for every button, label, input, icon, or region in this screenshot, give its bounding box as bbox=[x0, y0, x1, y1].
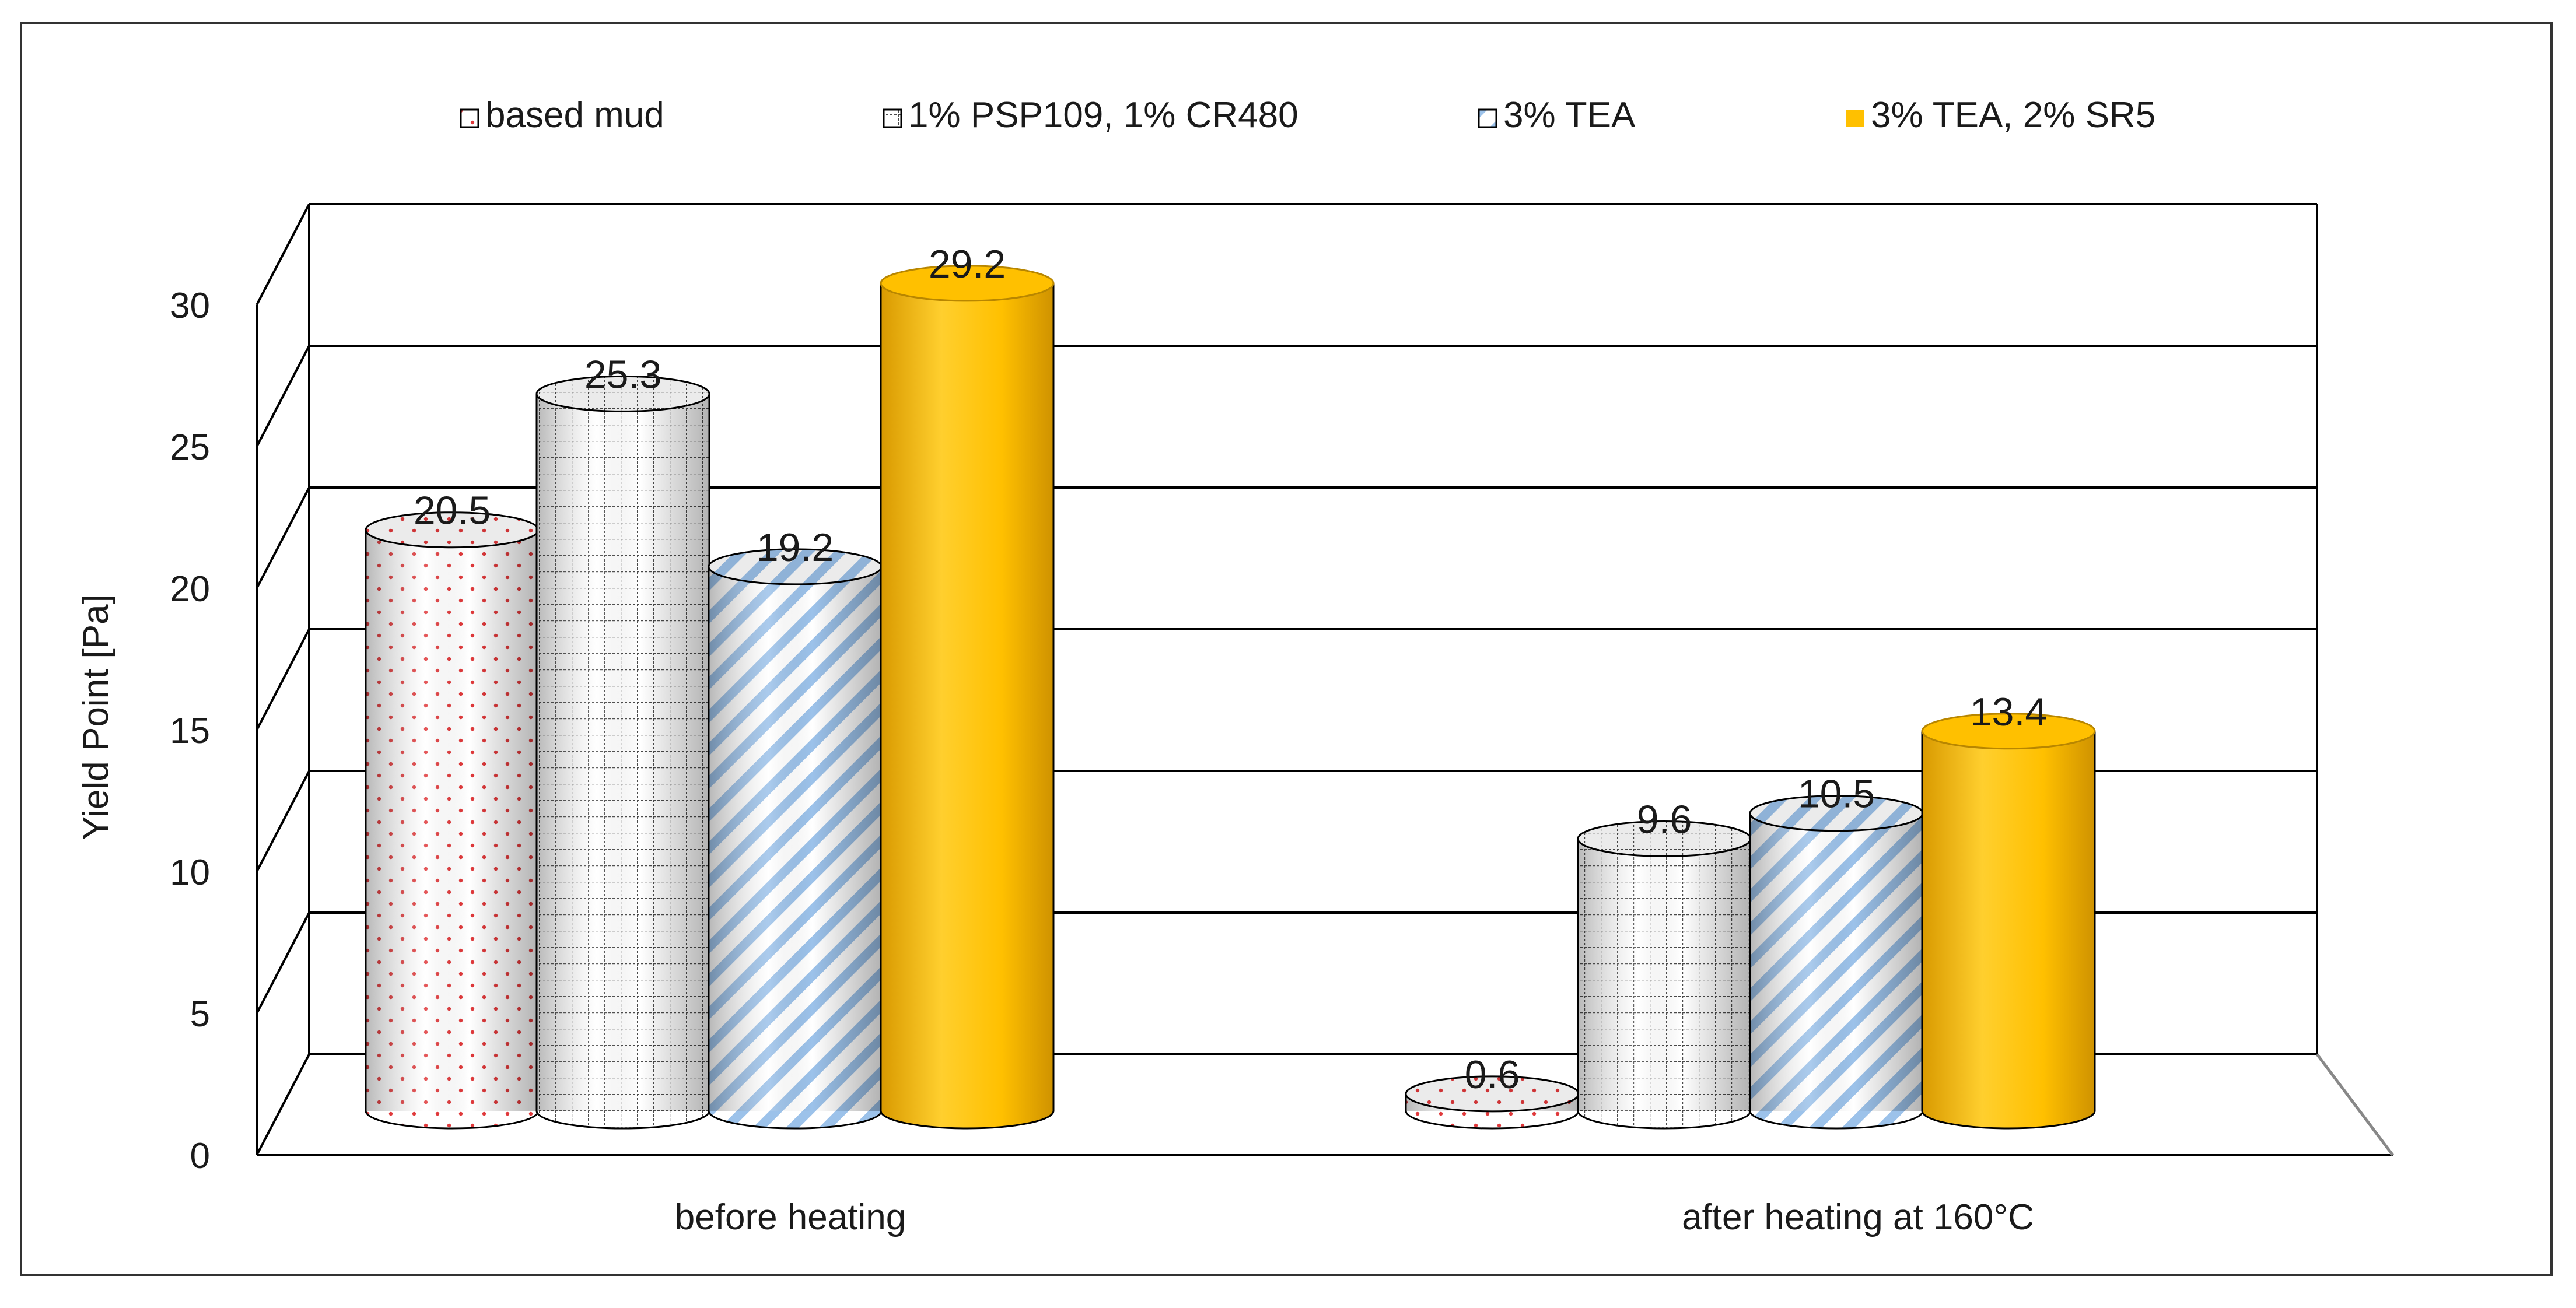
cylinder-shading bbox=[1578, 839, 1751, 1111]
legend: based mud 1% PSP109, 1% CR480 3% TEA 3% TEA… bbox=[460, 95, 2155, 135]
y-tick-label: 25 bbox=[170, 427, 210, 468]
legend-label: 3% TEA bbox=[1503, 95, 1636, 135]
cylinder-bar bbox=[536, 375, 710, 1130]
cylinder-bar bbox=[1405, 1075, 1580, 1130]
cylinder-top-shade bbox=[1406, 1076, 1578, 1111]
cylinder-top-shade bbox=[537, 376, 709, 412]
y-tick-label: 30 bbox=[170, 286, 210, 326]
cylinder-shading bbox=[709, 566, 881, 1111]
cylinder-top bbox=[1921, 713, 2096, 750]
data-label: 20.5 bbox=[414, 489, 491, 533]
side-wall-line bbox=[256, 1054, 310, 1156]
floor-right-edge bbox=[2316, 1053, 2394, 1156]
cylinder-body-cover bbox=[1922, 731, 2095, 1111]
cylinder-shading bbox=[1750, 813, 1923, 1111]
x-category-label: after heating at 160°C bbox=[1682, 1197, 2034, 1237]
cylinder-top-shade bbox=[1750, 795, 1923, 831]
cylinder-bar bbox=[708, 548, 883, 1130]
bars-layer bbox=[365, 265, 2096, 1130]
side-wall-line bbox=[256, 204, 310, 306]
legend-swatch bbox=[883, 108, 902, 128]
legend-swatch bbox=[1478, 108, 1497, 128]
data-label: 0.6 bbox=[1465, 1053, 1520, 1097]
y-tick-label: 5 bbox=[190, 994, 210, 1035]
y-tick-label: 15 bbox=[170, 711, 210, 751]
cylinder-shading bbox=[537, 394, 709, 1111]
cylinder-bar bbox=[1921, 713, 2096, 1130]
data-label: 19.2 bbox=[757, 525, 834, 570]
cylinder-bar bbox=[1749, 795, 1924, 1130]
side-wall-line bbox=[256, 629, 310, 731]
side-wall-line bbox=[256, 770, 310, 872]
side-wall-line bbox=[256, 487, 310, 589]
cylinder-top-shade bbox=[1578, 821, 1751, 857]
cylinder-bar bbox=[1577, 820, 1752, 1130]
data-label: 13.4 bbox=[1970, 690, 2047, 734]
legend-label: 3% TEA, 2% SR5 bbox=[1871, 95, 2155, 135]
legend-label: 1% PSP109, 1% CR480 bbox=[908, 95, 1298, 135]
cylinder-body-cover bbox=[881, 283, 1054, 1111]
y-axis-label: Yield Point [Pa] bbox=[76, 594, 116, 840]
y-tick-label: 10 bbox=[170, 853, 210, 893]
x-category-label: before heating bbox=[675, 1197, 906, 1237]
side-wall-line bbox=[256, 345, 310, 447]
side-wall-line bbox=[256, 912, 310, 1014]
data-label: 29.2 bbox=[929, 242, 1006, 286]
legend-swatch bbox=[1846, 110, 1864, 127]
cylinder-top bbox=[880, 265, 1055, 302]
cylinder-shading bbox=[366, 529, 538, 1111]
legend-swatch bbox=[460, 108, 480, 128]
data-label: 10.5 bbox=[1798, 772, 1875, 816]
cylinder-top bbox=[536, 375, 710, 412]
cylinder-bar bbox=[365, 511, 540, 1130]
legend-label: based mud bbox=[485, 95, 664, 135]
cylinder-bar bbox=[880, 265, 1055, 1130]
y-tick-label: 20 bbox=[170, 569, 210, 609]
cylinder-top-shade bbox=[709, 549, 881, 584]
data-label: 25.3 bbox=[584, 352, 662, 397]
y-tick-label: 0 bbox=[190, 1136, 210, 1176]
data-label: 9.6 bbox=[1637, 797, 1692, 841]
labels-layer: 20.5 0.6 25.3 9.6 19.2 10.5 29.2 13.4 bbox=[414, 242, 2047, 1097]
cylinder-top-shade bbox=[366, 512, 538, 548]
